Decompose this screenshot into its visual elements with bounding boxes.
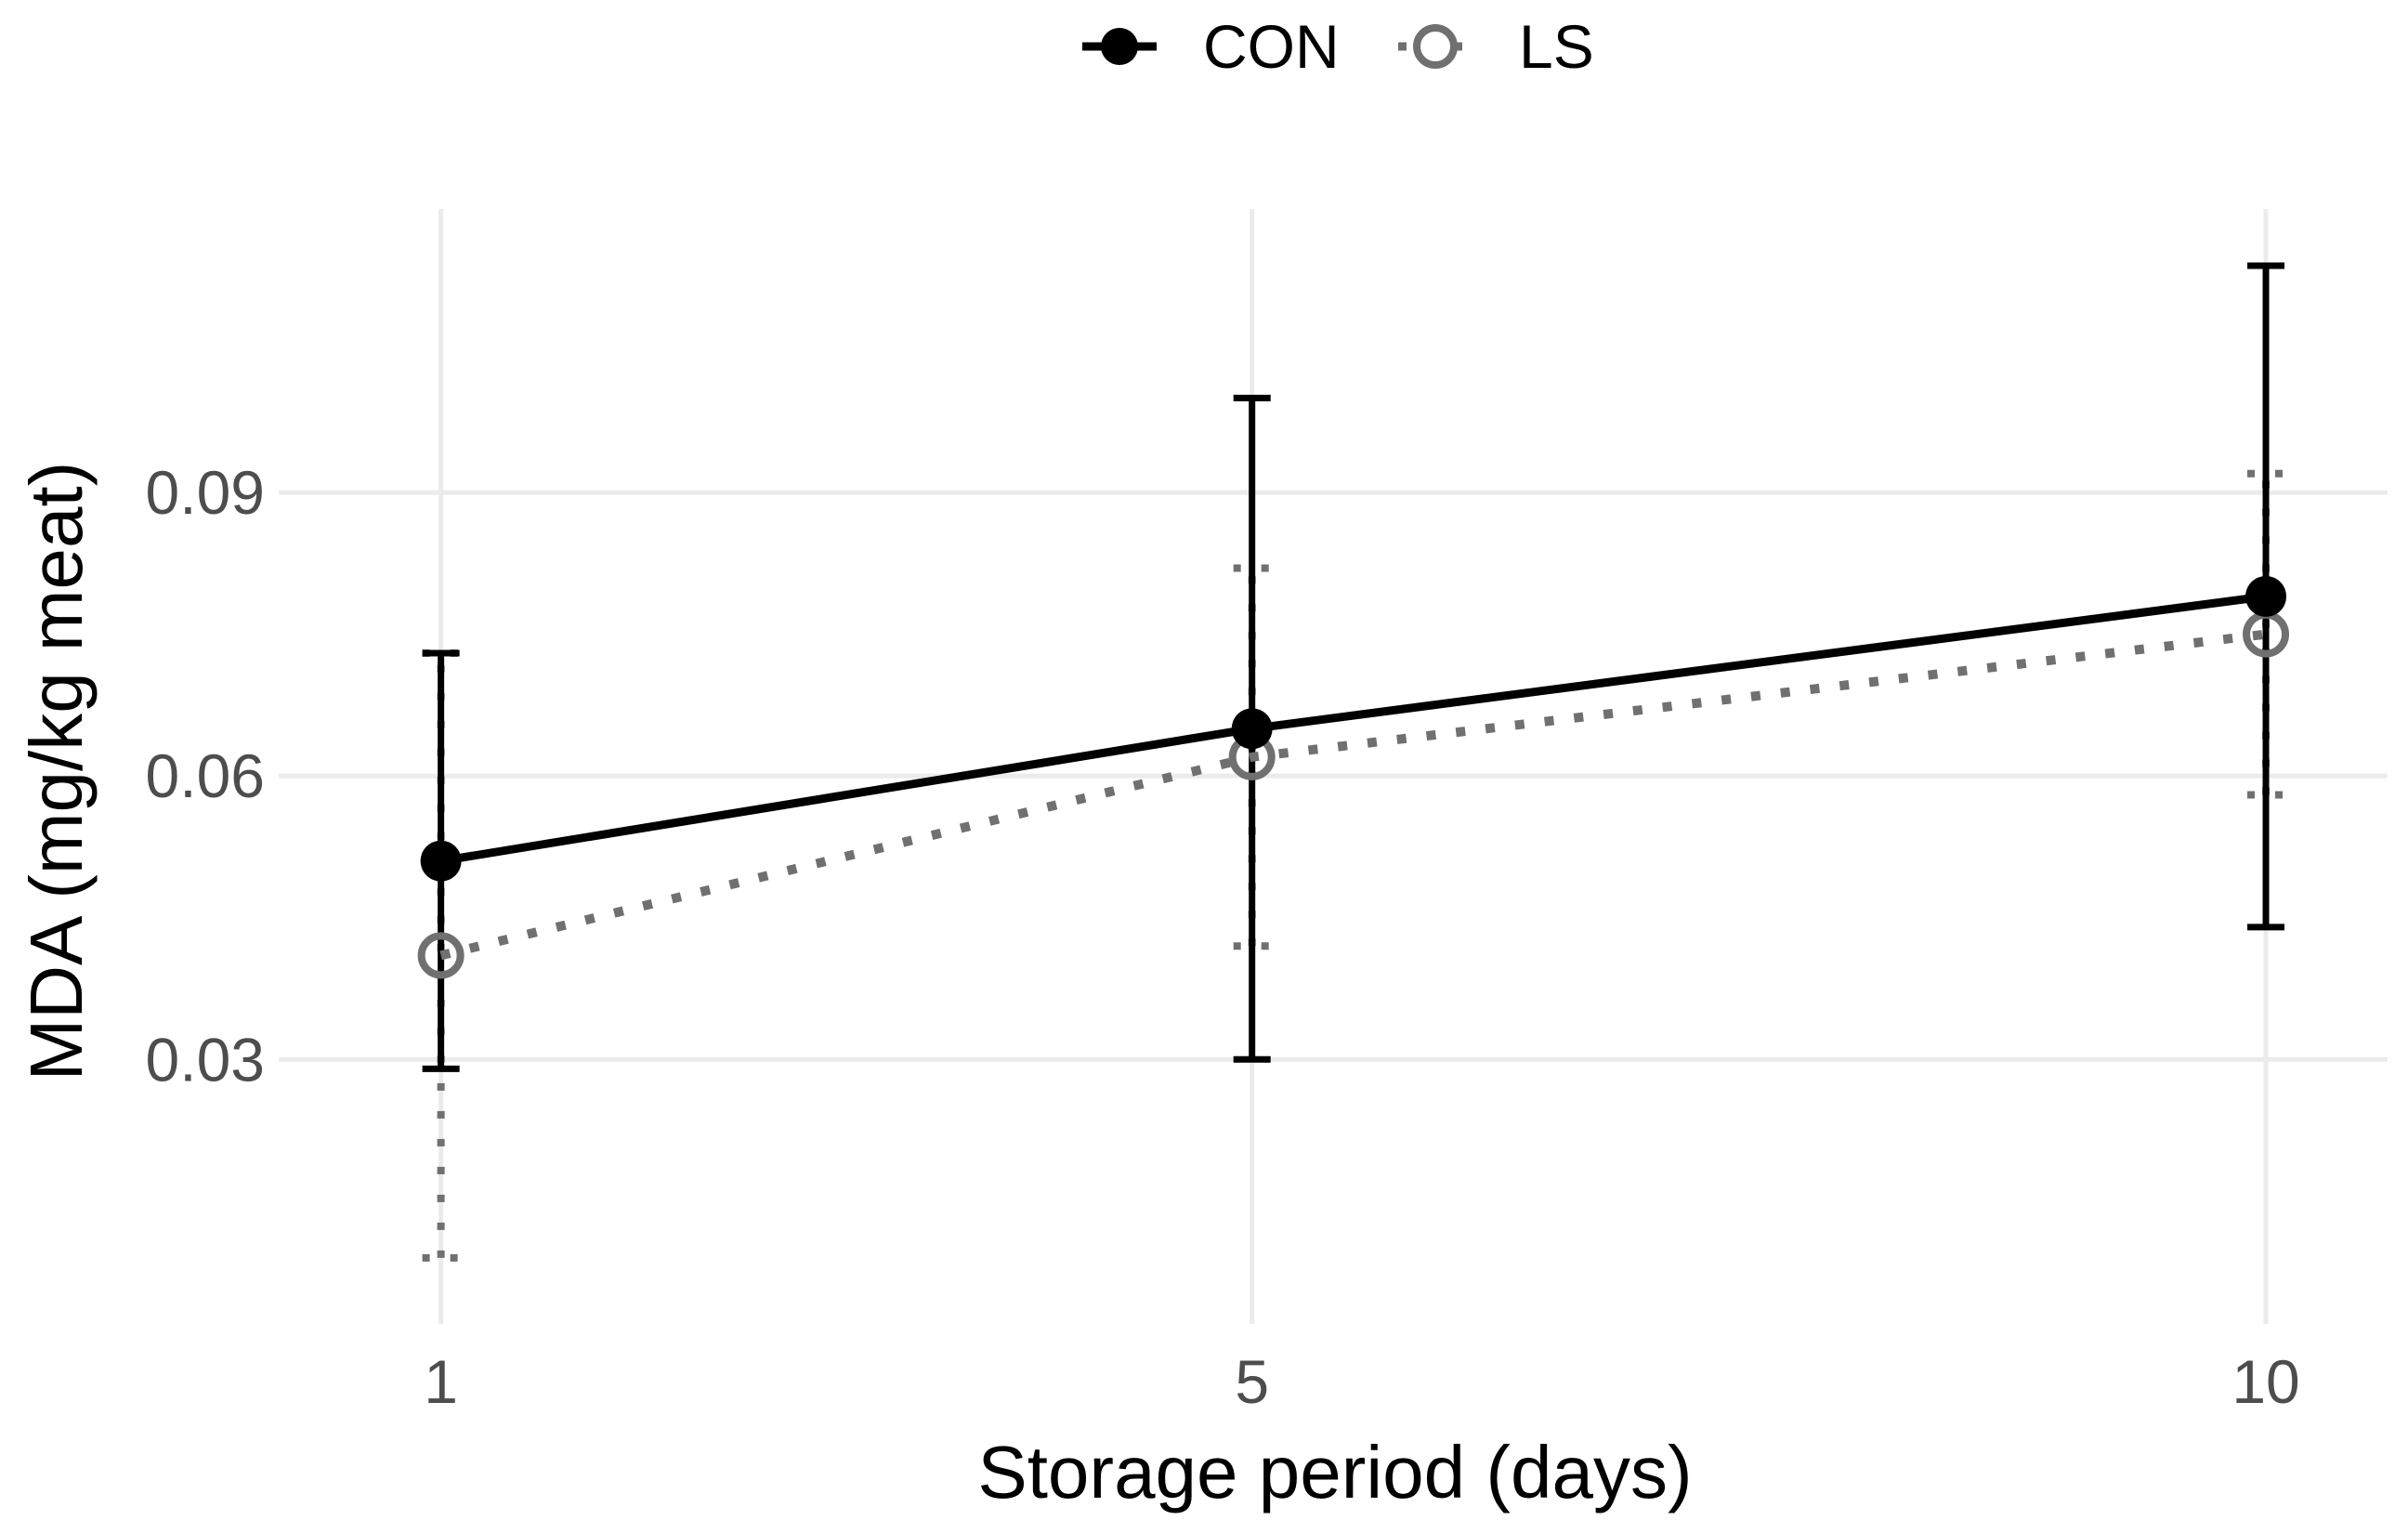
x-tick-label: 10: [2231, 1347, 2299, 1416]
gridlines: [279, 209, 2388, 1324]
y-tick-label: 0.03: [146, 1025, 265, 1094]
legend-item-ls: LS: [1398, 12, 1594, 81]
axis-ticks: 1 5 10 0.03 0.06 0.09: [146, 458, 2300, 1416]
legend-con-marker-icon: [1101, 28, 1138, 65]
x-tick-label: 1: [424, 1347, 458, 1416]
con-point: [1231, 708, 1273, 750]
con-series-line: [439, 592, 2267, 866]
con-point: [420, 840, 462, 882]
error-bars: [422, 262, 2285, 1262]
legend: CON LS: [1082, 12, 1594, 81]
legend-label-con: CON: [1203, 12, 1340, 81]
ls-series-line: [439, 629, 2267, 961]
ls-point: [417, 932, 465, 979]
y-tick-label: 0.09: [146, 458, 265, 527]
legend-item-con: CON: [1082, 12, 1340, 81]
con-point: [2245, 575, 2287, 617]
x-axis-title: Storage period (days): [977, 1431, 1692, 1513]
x-tick-label: 5: [1235, 1347, 1269, 1416]
y-tick-label: 0.06: [146, 741, 265, 810]
legend-label-ls: LS: [1519, 12, 1594, 81]
data-points: [417, 575, 2290, 979]
y-axis-title: MDA (mg/kg meat): [15, 462, 98, 1081]
legend-ls-marker-icon: [1413, 24, 1458, 69]
